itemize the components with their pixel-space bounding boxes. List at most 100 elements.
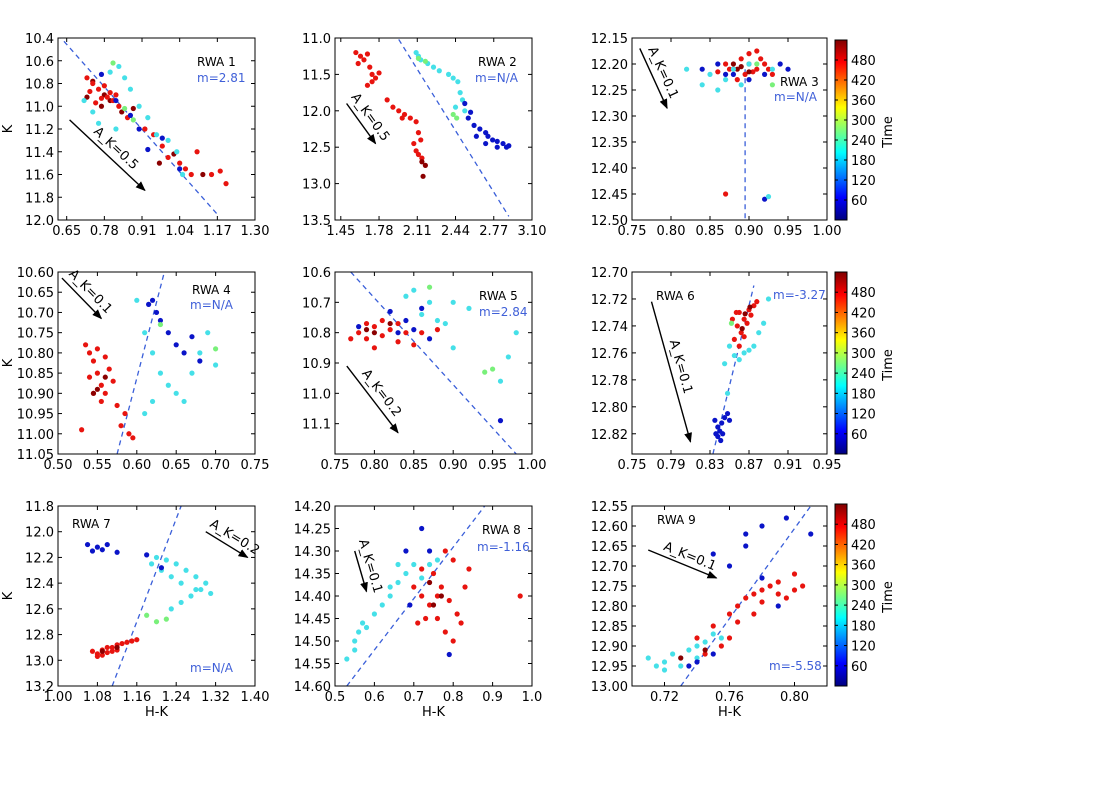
y-tick-label: 11.6 bbox=[25, 169, 54, 184]
data-point bbox=[775, 579, 781, 585]
data-point bbox=[403, 570, 409, 577]
data-point bbox=[426, 336, 433, 342]
y-tick-label: 12.76 bbox=[591, 347, 628, 362]
y-tick-label: 12.50 bbox=[591, 214, 628, 229]
y-tick-label: 12.65 bbox=[591, 540, 628, 555]
data-point bbox=[352, 638, 358, 644]
y-tick-label: 11.05 bbox=[17, 448, 54, 463]
data-point bbox=[369, 79, 375, 85]
reddening-label: A_K=0.1 bbox=[65, 267, 114, 317]
data-point bbox=[751, 611, 757, 617]
y-tick-label: 10.6 bbox=[302, 266, 331, 281]
data-point bbox=[356, 330, 362, 336]
x-tick-label: 0.95 bbox=[478, 458, 507, 473]
fit-line bbox=[398, 39, 510, 217]
y-tick-label: 12.5 bbox=[302, 141, 331, 156]
data-point bbox=[113, 126, 119, 132]
reddening-arrow bbox=[69, 119, 146, 192]
data-point bbox=[473, 133, 479, 139]
colorbar-tick-label: 360 bbox=[851, 559, 876, 574]
colorbar-tick-label: 180 bbox=[851, 387, 876, 402]
y-tick-label: 10.8 bbox=[25, 78, 54, 93]
data-point bbox=[102, 374, 108, 380]
panel-title: RWA 2 bbox=[478, 55, 517, 69]
data-point bbox=[387, 320, 393, 327]
x-tick-label: 0.75 bbox=[241, 458, 270, 473]
data-point bbox=[426, 579, 433, 586]
slope-label: m=2.84 bbox=[479, 305, 527, 319]
y-tick-label: 12.40 bbox=[591, 162, 628, 177]
data-point bbox=[104, 644, 110, 651]
data-point bbox=[407, 602, 413, 608]
data-point bbox=[415, 620, 421, 626]
y-tick-label: 13.5 bbox=[302, 214, 331, 229]
data-point bbox=[426, 299, 433, 305]
data-point bbox=[759, 587, 765, 593]
data-point bbox=[699, 66, 705, 72]
data-point bbox=[741, 350, 747, 356]
data-point bbox=[450, 111, 456, 118]
x-tick-label: 1.45 bbox=[326, 224, 355, 239]
data-point bbox=[197, 358, 203, 364]
y-tick-label: 14.20 bbox=[294, 500, 331, 515]
data-point bbox=[702, 647, 708, 653]
colorbar-tick-label: 120 bbox=[851, 408, 876, 423]
y-tick-label: 12.70 bbox=[591, 560, 628, 575]
x-tick-label: 0.85 bbox=[399, 458, 428, 473]
fit-line bbox=[60, 38, 218, 215]
colorbar-tick-label: 120 bbox=[851, 174, 876, 189]
colorbar-tick-label: 180 bbox=[851, 154, 876, 169]
data-point bbox=[90, 80, 96, 87]
reddening-arrow bbox=[346, 365, 399, 434]
colorbar-tick-label: 240 bbox=[851, 599, 876, 614]
y-tick-label: 11.8 bbox=[25, 191, 54, 206]
data-point bbox=[411, 561, 417, 568]
x-tick-label: 1.04 bbox=[165, 224, 194, 239]
data-point bbox=[765, 66, 772, 72]
data-point bbox=[99, 652, 105, 658]
y-tick-label: 10.90 bbox=[17, 387, 54, 402]
y-tick-label: 11.5 bbox=[302, 68, 331, 83]
panel-rwa-7: A_K=0.21.00 1.08 1.16 1.24 1.32 1.4011.812.01… bbox=[1, 500, 269, 720]
x-tick-label: 0.60 bbox=[122, 458, 151, 473]
x-tick-label: 1.00 bbox=[813, 224, 842, 239]
y-tick-label: 12.4 bbox=[25, 577, 54, 592]
data-point bbox=[81, 97, 87, 104]
y-axis-label: K bbox=[1, 124, 16, 133]
data-point bbox=[759, 523, 765, 529]
data-point bbox=[719, 420, 725, 426]
data-point bbox=[177, 166, 183, 172]
y-tick-label: 14.35 bbox=[294, 568, 331, 583]
data-point bbox=[119, 640, 125, 647]
data-point bbox=[775, 591, 781, 597]
data-point bbox=[452, 104, 459, 110]
data-point bbox=[450, 75, 456, 81]
y-tick-label: 12.90 bbox=[591, 640, 628, 655]
data-point bbox=[419, 311, 425, 318]
y-tick-label: 14.50 bbox=[294, 635, 331, 650]
data-point bbox=[173, 390, 179, 396]
data-point bbox=[376, 70, 382, 76]
data-point bbox=[718, 437, 724, 444]
slope-label: m=N/A bbox=[190, 298, 234, 312]
y-tick-label: 10.65 bbox=[17, 286, 54, 301]
data-point bbox=[98, 71, 105, 77]
data-point bbox=[728, 320, 735, 326]
y-tick-label: 10.8 bbox=[302, 327, 331, 342]
data-point bbox=[130, 435, 136, 441]
data-point bbox=[422, 58, 428, 64]
colorbar-tick-label: 420 bbox=[851, 306, 876, 321]
y-tick-label: 12.6 bbox=[25, 603, 54, 618]
data-point bbox=[94, 386, 100, 392]
data-point bbox=[90, 358, 97, 364]
data-point bbox=[422, 162, 428, 168]
data-point bbox=[194, 149, 200, 155]
data-point bbox=[348, 336, 354, 342]
data-point bbox=[134, 637, 140, 643]
data-point bbox=[726, 563, 733, 569]
data-point bbox=[110, 378, 116, 384]
data-point bbox=[718, 643, 724, 649]
data-point bbox=[735, 603, 741, 609]
data-point bbox=[165, 382, 171, 388]
data-point bbox=[114, 549, 120, 555]
